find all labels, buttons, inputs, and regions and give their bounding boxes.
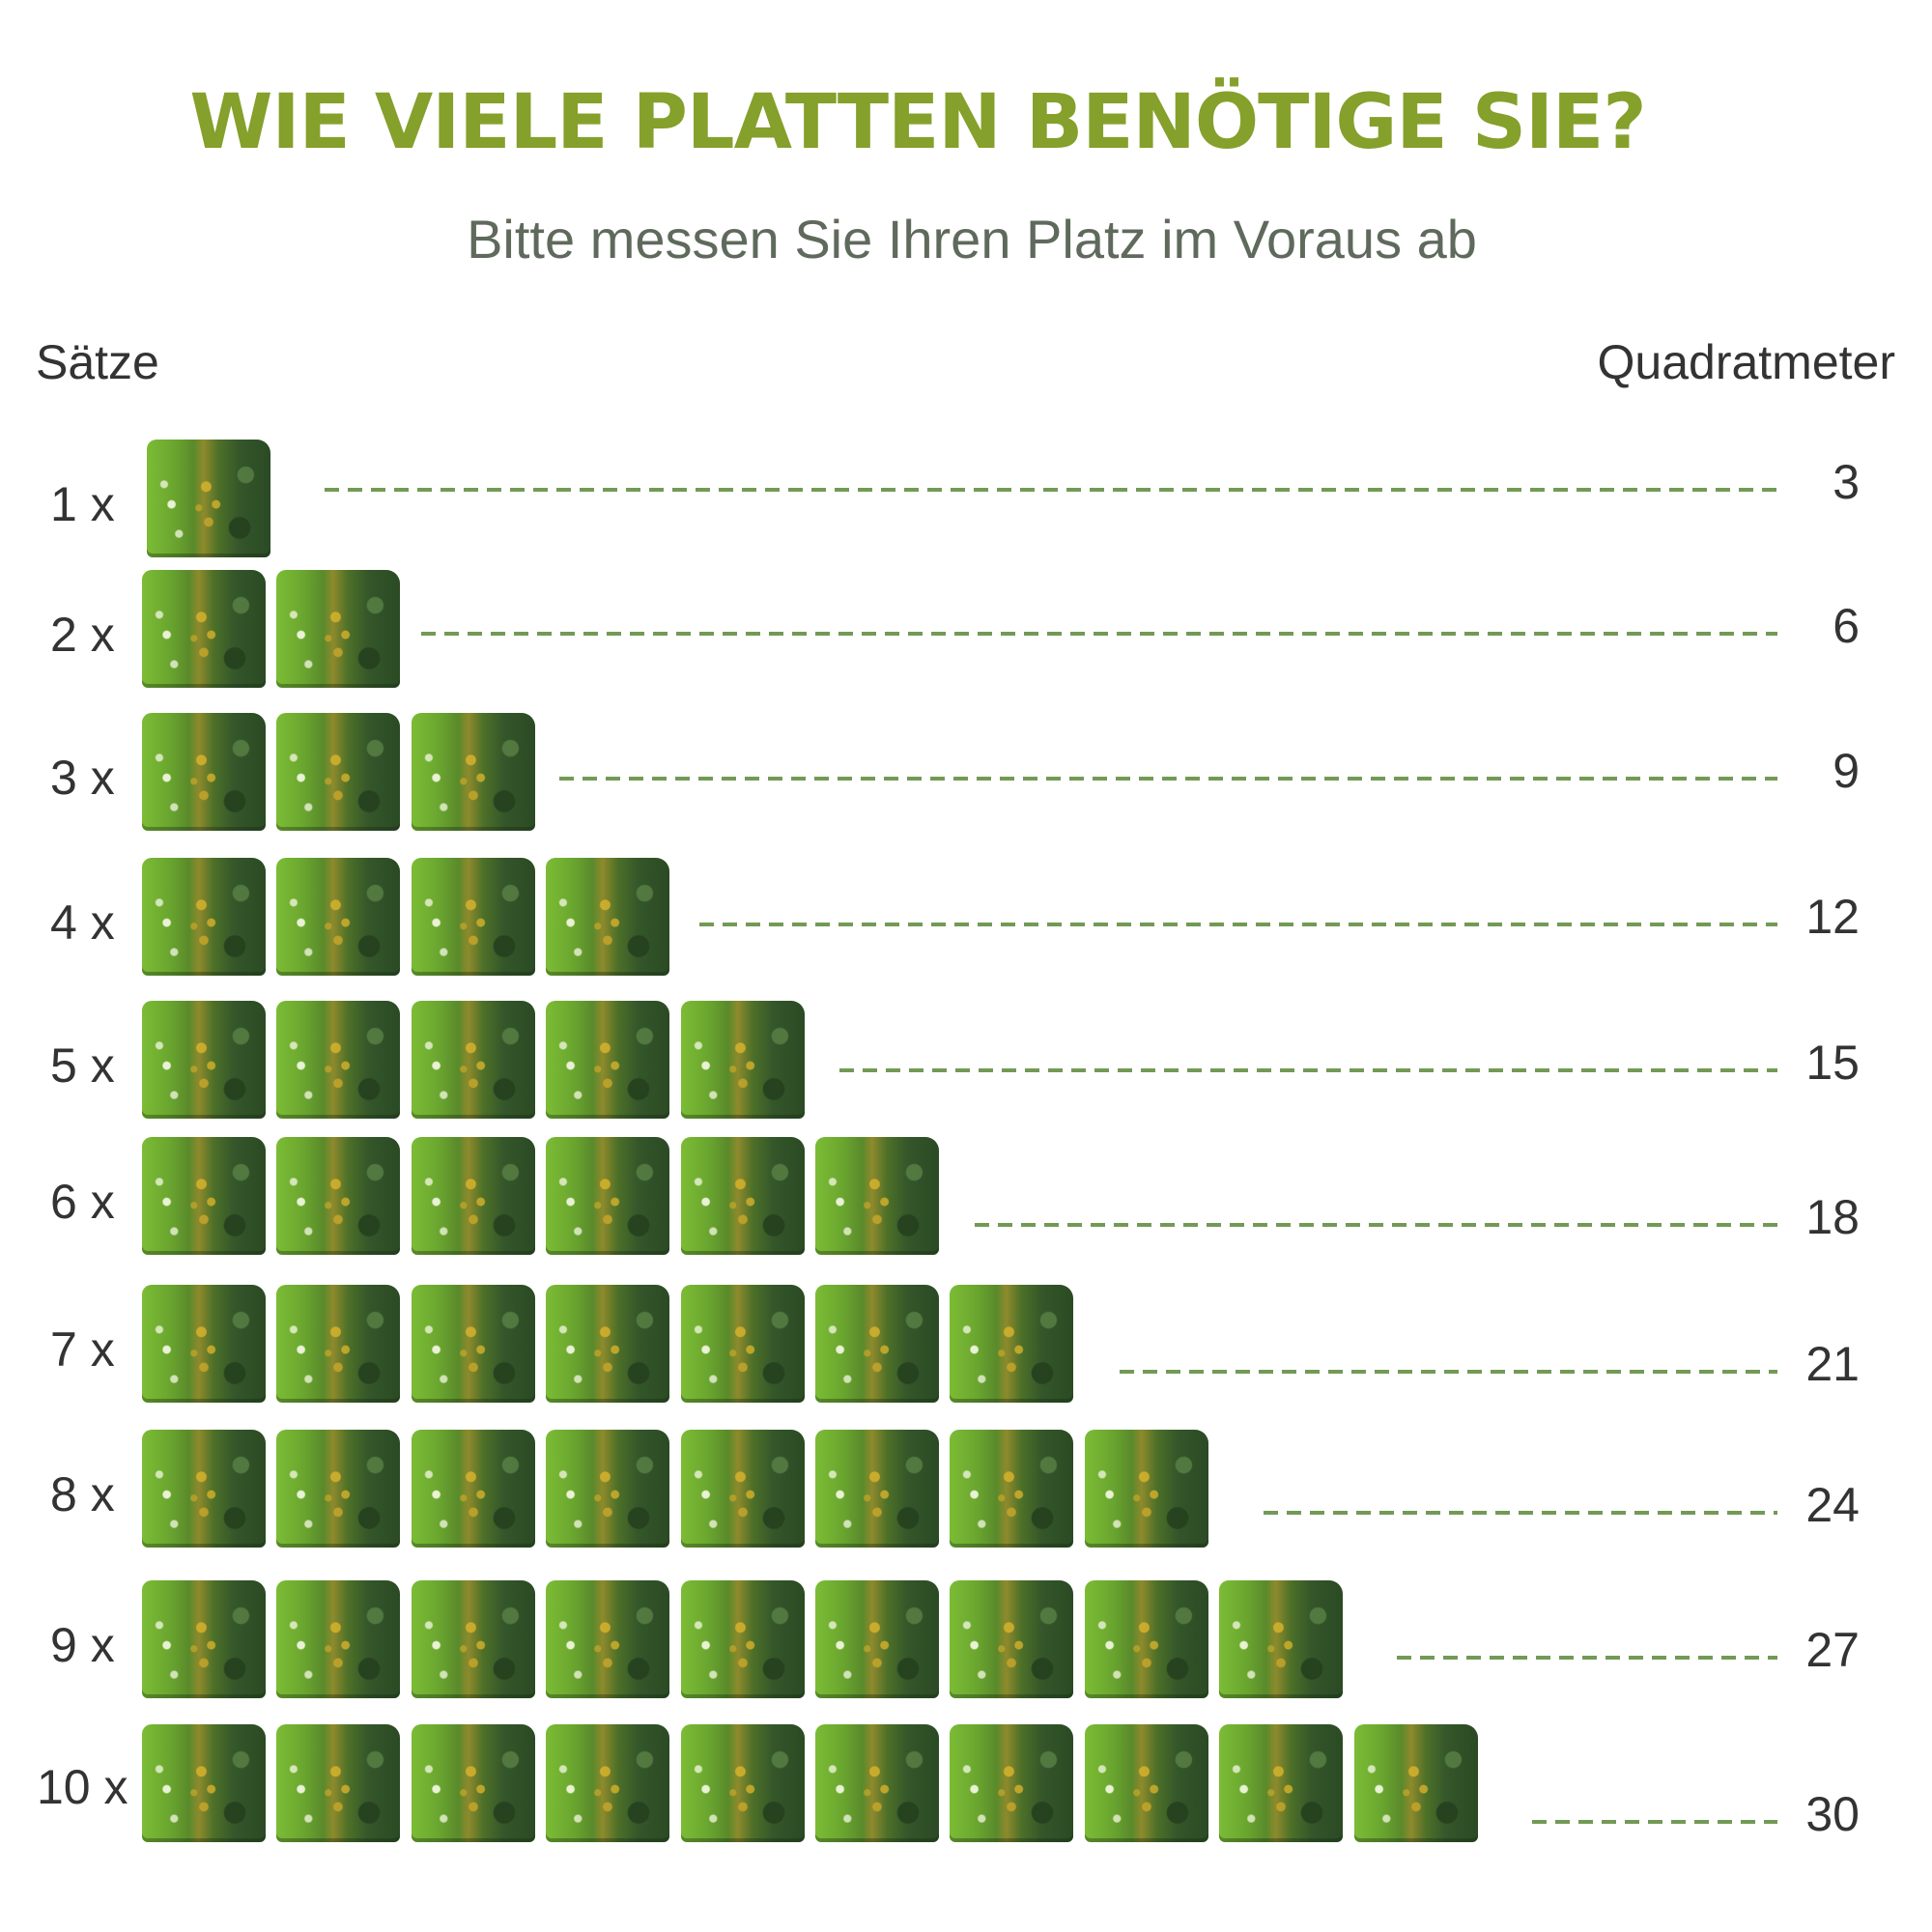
- page-subtitle: Bitte messen Sie Ihren Platz im Voraus a…: [467, 209, 1477, 270]
- row-label-sets: 1 x: [50, 477, 115, 531]
- dashed-leader-line: [699, 923, 1777, 926]
- green-wall-panel-icon: [950, 1430, 1073, 1548]
- green-wall-panel-icon: [276, 1430, 400, 1548]
- green-wall-panel-icon: [815, 1580, 939, 1698]
- row-value-square-meters: 6: [1833, 599, 1860, 653]
- green-wall-panel-icon: [412, 1430, 535, 1548]
- green-wall-panel-icon: [815, 1137, 939, 1255]
- green-wall-panel-icon: [276, 570, 400, 688]
- green-wall-panel-icon: [142, 570, 266, 688]
- column-header-sets: Sätze: [36, 335, 159, 389]
- green-wall-panel-icon: [142, 1724, 266, 1842]
- green-wall-panel-icon: [1219, 1580, 1343, 1698]
- green-wall-panel-icon: [950, 1724, 1073, 1842]
- green-wall-panel-icon: [276, 858, 400, 976]
- green-wall-panel-icon: [815, 1285, 939, 1403]
- green-wall-panel-icon: [276, 1580, 400, 1698]
- green-wall-panel-icon: [142, 1430, 266, 1548]
- green-wall-panel-icon: [546, 1430, 669, 1548]
- green-wall-panel-icon: [412, 858, 535, 976]
- table-row: 8 x 24: [0, 1430, 1932, 1555]
- dashed-leader-line: [559, 777, 1777, 781]
- dashed-leader-line: [421, 632, 1777, 636]
- table-row: 3 x 9: [0, 713, 1932, 838]
- green-wall-panel-icon: [681, 1137, 805, 1255]
- green-wall-panel-icon: [546, 858, 669, 976]
- row-value-square-meters: 3: [1833, 455, 1860, 509]
- green-wall-panel-icon: [147, 440, 270, 557]
- green-wall-panel-icon: [412, 713, 535, 831]
- green-wall-panel-icon: [1085, 1580, 1208, 1698]
- row-value-square-meters: 27: [1805, 1623, 1860, 1677]
- green-wall-panel-icon: [815, 1724, 939, 1842]
- row-label-sets: 2 x: [50, 608, 115, 662]
- table-row: 5 x 15: [0, 1001, 1932, 1126]
- green-wall-panel-icon: [412, 1724, 535, 1842]
- dashed-leader-line: [1264, 1511, 1777, 1515]
- dashed-leader-line: [839, 1068, 1777, 1072]
- green-wall-panel-icon: [681, 1285, 805, 1403]
- green-wall-panel-icon: [1354, 1724, 1478, 1842]
- row-value-square-meters: 9: [1833, 744, 1860, 798]
- green-wall-panel-icon: [142, 1580, 266, 1698]
- green-wall-panel-icon: [546, 1580, 669, 1698]
- green-wall-panel-icon: [1085, 1430, 1208, 1548]
- green-wall-panel-icon: [276, 1724, 400, 1842]
- green-wall-panel-icon: [681, 1001, 805, 1119]
- table-row: 10 x 30: [0, 1724, 1932, 1850]
- green-wall-panel-icon: [546, 1724, 669, 1842]
- dashed-leader-line: [1397, 1656, 1777, 1660]
- green-wall-panel-icon: [142, 1001, 266, 1119]
- green-wall-panel-icon: [546, 1285, 669, 1403]
- green-wall-panel-icon: [276, 1137, 400, 1255]
- green-wall-panel-icon: [412, 1580, 535, 1698]
- green-wall-panel-icon: [142, 1285, 266, 1403]
- row-label-sets: 8 x: [50, 1467, 115, 1521]
- row-label-sets: 6 x: [50, 1175, 115, 1229]
- row-value-square-meters: 24: [1805, 1478, 1860, 1532]
- table-row: 9 x 27: [0, 1580, 1932, 1706]
- dashed-leader-line: [975, 1223, 1777, 1227]
- green-wall-panel-icon: [1085, 1724, 1208, 1842]
- green-wall-panel-icon: [1219, 1724, 1343, 1842]
- green-wall-panel-icon: [276, 713, 400, 831]
- row-value-square-meters: 12: [1805, 890, 1860, 944]
- green-wall-panel-icon: [950, 1580, 1073, 1698]
- table-row: 7 x 21: [0, 1285, 1932, 1410]
- row-label-sets: 9 x: [50, 1618, 115, 1672]
- green-wall-panel-icon: [412, 1001, 535, 1119]
- table-row: 2 x 6: [0, 570, 1932, 696]
- table-row: 1 x 3: [0, 440, 1932, 565]
- row-label-sets: 10 x: [37, 1760, 128, 1814]
- dashed-leader-line: [1120, 1370, 1777, 1374]
- green-wall-panel-icon: [546, 1001, 669, 1119]
- green-wall-panel-icon: [681, 1430, 805, 1548]
- green-wall-panel-icon: [681, 1724, 805, 1842]
- green-wall-panel-icon: [546, 1137, 669, 1255]
- green-wall-panel-icon: [950, 1285, 1073, 1403]
- green-wall-panel-icon: [142, 858, 266, 976]
- row-value-square-meters: 21: [1805, 1337, 1860, 1391]
- row-value-square-meters: 18: [1805, 1190, 1860, 1244]
- row-label-sets: 7 x: [50, 1322, 115, 1377]
- row-value-square-meters: 30: [1805, 1787, 1860, 1841]
- green-wall-panel-icon: [276, 1285, 400, 1403]
- page-title: WIE VIELE PLATTEN BENÖTIGE SIE?: [189, 79, 1646, 166]
- green-wall-panel-icon: [412, 1285, 535, 1403]
- dashed-leader-line: [325, 488, 1777, 492]
- green-wall-panel-icon: [142, 1137, 266, 1255]
- table-row: 6 x 18: [0, 1137, 1932, 1263]
- row-value-square-meters: 15: [1805, 1036, 1860, 1090]
- row-label-sets: 4 x: [50, 895, 115, 950]
- table-row: 4 x 12: [0, 858, 1932, 983]
- column-header-square-meters: Quadratmeter: [1597, 335, 1895, 389]
- green-wall-panel-icon: [276, 1001, 400, 1119]
- green-wall-panel-icon: [815, 1430, 939, 1548]
- row-label-sets: 5 x: [50, 1038, 115, 1093]
- green-wall-panel-icon: [412, 1137, 535, 1255]
- row-label-sets: 3 x: [50, 751, 115, 805]
- green-wall-panel-icon: [681, 1580, 805, 1698]
- green-wall-panel-icon: [142, 713, 266, 831]
- dashed-leader-line: [1532, 1820, 1777, 1824]
